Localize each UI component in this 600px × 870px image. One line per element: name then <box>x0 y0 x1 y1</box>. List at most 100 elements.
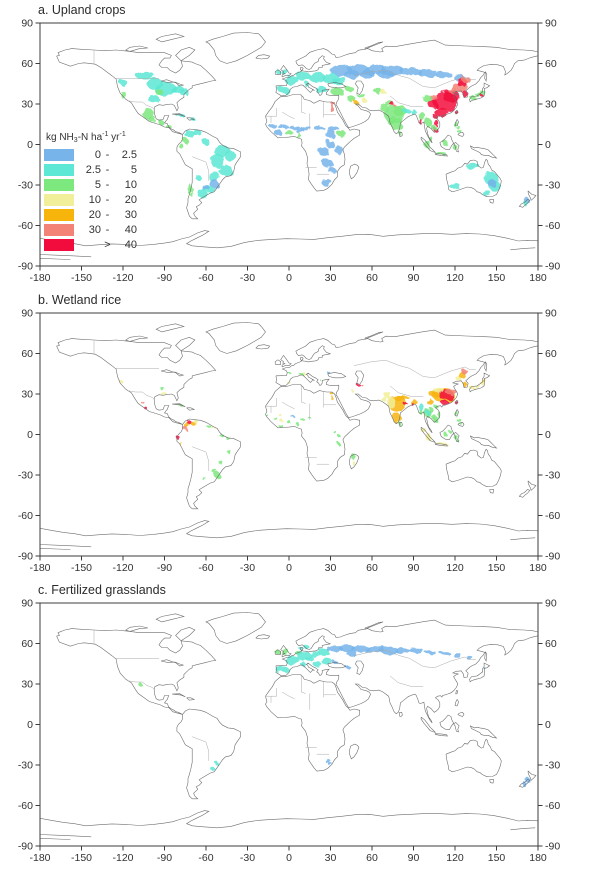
coastline <box>399 422 403 427</box>
coastline <box>56 628 217 715</box>
coastline <box>469 725 498 739</box>
data-cell <box>141 400 144 404</box>
x-tick-label: -180 <box>29 852 50 864</box>
y-tick-label-right: -60 <box>545 800 560 812</box>
coastline <box>175 626 196 642</box>
coastline <box>469 435 498 449</box>
legend-range-separator: - <box>105 148 110 161</box>
x-tick-label: 120 <box>446 852 464 864</box>
legend-range-low: 0 <box>94 148 101 161</box>
x-tick-label: 90 <box>408 272 420 284</box>
country-border <box>192 446 210 471</box>
data-cell <box>461 369 468 375</box>
data-cell <box>456 417 461 422</box>
data-cell <box>443 432 448 437</box>
data-cell <box>425 118 433 127</box>
coastline <box>40 520 538 539</box>
data-cell <box>305 656 314 662</box>
country-border <box>192 156 210 181</box>
y-tick-label-right: -90 <box>545 841 560 853</box>
data-cell <box>377 70 395 79</box>
data-cell <box>480 381 485 386</box>
coastline <box>160 659 185 667</box>
coastline <box>186 117 196 121</box>
coastline <box>349 453 360 470</box>
coastline <box>155 323 185 333</box>
y-tick-label-right: -90 <box>545 261 560 273</box>
coastline <box>205 322 266 354</box>
coastline <box>453 142 460 153</box>
legend-swatch <box>44 163 74 176</box>
country-border <box>127 390 155 400</box>
data-cell <box>356 383 361 386</box>
data-cell <box>179 87 189 96</box>
data-cell <box>209 179 220 188</box>
data-cell <box>273 416 278 420</box>
legend-range-high: 40 <box>124 238 137 251</box>
legend-row: 30- 40 <box>44 222 137 237</box>
data-cell <box>158 120 165 125</box>
coastline <box>40 544 92 548</box>
data-cell <box>202 477 207 481</box>
data-cell <box>268 123 277 128</box>
data-cell <box>275 650 281 655</box>
data-cell <box>218 164 233 176</box>
data-cell <box>338 644 356 652</box>
data-cell <box>279 414 283 417</box>
data-cell <box>208 171 220 183</box>
country-border <box>265 108 277 117</box>
data-cell <box>383 391 391 399</box>
legend-range-high: 5 <box>130 163 137 176</box>
y-tick-label-left: 90 <box>21 18 33 30</box>
coastline <box>457 131 465 137</box>
legend-swatch <box>44 223 74 236</box>
data-cell <box>312 661 321 667</box>
country-border <box>450 76 476 82</box>
data-cell <box>360 98 367 102</box>
coastline <box>489 489 495 494</box>
data-layer <box>119 369 485 481</box>
coastline <box>518 198 531 208</box>
data-cell <box>353 100 358 104</box>
y-tick-label-left: 30 <box>21 99 33 111</box>
x-tick-label: 30 <box>325 852 337 864</box>
panel-title-b: b. Wetland rice <box>38 293 122 307</box>
data-cell <box>228 450 231 455</box>
coastline <box>205 32 266 64</box>
country-border <box>301 94 306 114</box>
coastline <box>445 738 502 778</box>
y-tick-label-left: 0 <box>27 139 33 151</box>
data-cell <box>210 153 225 168</box>
coastline <box>160 79 185 87</box>
data-cell <box>437 410 440 418</box>
coastline <box>420 136 436 153</box>
x-tick-label: 0 <box>286 272 292 284</box>
data-cell <box>333 430 336 434</box>
data-cell <box>193 130 202 136</box>
coastline <box>56 338 217 425</box>
coastline <box>40 810 538 829</box>
data-cell <box>304 645 310 650</box>
data-cell <box>432 387 444 393</box>
panel-title-a: a. Upland crops <box>38 3 126 17</box>
x-tick-label: 120 <box>446 562 464 574</box>
x-tick-label: 120 <box>446 272 464 284</box>
country-border <box>353 650 410 659</box>
data-cell <box>426 433 432 442</box>
legend-range-separator: - <box>105 178 110 191</box>
data-cell <box>457 129 462 133</box>
country-border <box>389 675 424 687</box>
x-tick-label: 60 <box>366 852 378 864</box>
data-cell <box>441 400 450 405</box>
coastline <box>172 403 186 408</box>
data-cell <box>465 655 473 659</box>
data-cell <box>289 125 300 130</box>
legend-row: 20- 30 <box>44 207 137 222</box>
panel-upland-crops: a. Upland crops -180 -150 -120 -90 -60 -30 0 30… <box>0 0 600 290</box>
data-cell <box>280 419 285 423</box>
y-tick-label-left: -90 <box>18 261 33 273</box>
coastline <box>265 384 360 482</box>
coastline <box>175 46 196 62</box>
coastline <box>527 480 537 491</box>
coastline <box>176 418 241 510</box>
